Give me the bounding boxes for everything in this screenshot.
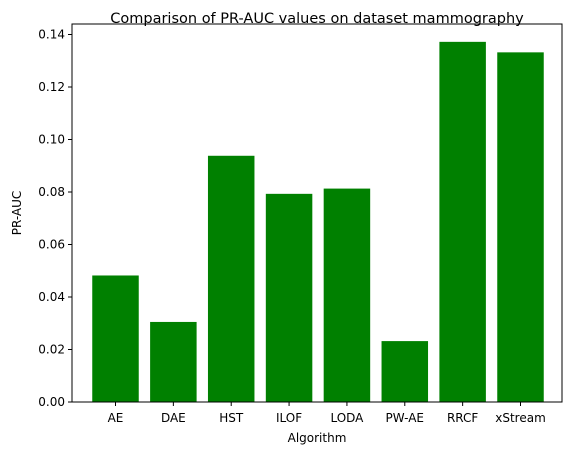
bars-group	[92, 41, 544, 402]
x-tick-label: xStream	[495, 411, 546, 425]
x-tick-label: AE	[108, 411, 124, 425]
y-axis-label: PR-AUC	[10, 191, 24, 236]
bar-xstream	[497, 52, 544, 402]
x-tick-label: HST	[219, 411, 244, 425]
y-tick-label: 0.10	[38, 133, 65, 147]
y-tick-label: 0.14	[38, 28, 65, 42]
bar-pw-ae	[381, 341, 429, 402]
y-tick-label: 0.00	[38, 395, 65, 409]
bar-loda	[323, 188, 371, 402]
bar-hst	[207, 155, 255, 402]
x-tick-label: ILOF	[276, 411, 302, 425]
bar-rrcf	[439, 41, 486, 402]
bar-ae	[92, 275, 139, 402]
x-tick-label: RRCF	[447, 411, 478, 425]
x-axis-label: Algorithm	[288, 431, 347, 445]
bar-ilof	[265, 193, 313, 402]
y-tick-label: 0.06	[38, 238, 65, 252]
y-axis: 0.00 0.02 0.04 0.06 0.08 0.10 0.12 0.14	[38, 28, 72, 409]
x-tick-label: LODA	[330, 411, 364, 425]
y-tick-label: 0.08	[38, 185, 65, 199]
plot-frame	[71, 23, 563, 403]
bar-dae	[150, 321, 197, 402]
y-tick-label: 0.04	[38, 290, 65, 304]
chart-title: Comparison of PR-AUC values on dataset m…	[110, 11, 524, 27]
x-axis: AE DAE HST ILOF LODA PW-AE RRCF xStream	[108, 402, 546, 425]
y-tick-label: 0.02	[38, 343, 65, 357]
x-tick-label: DAE	[161, 411, 186, 425]
y-tick-label: 0.12	[38, 80, 65, 94]
x-tick-label: PW-AE	[386, 411, 424, 425]
